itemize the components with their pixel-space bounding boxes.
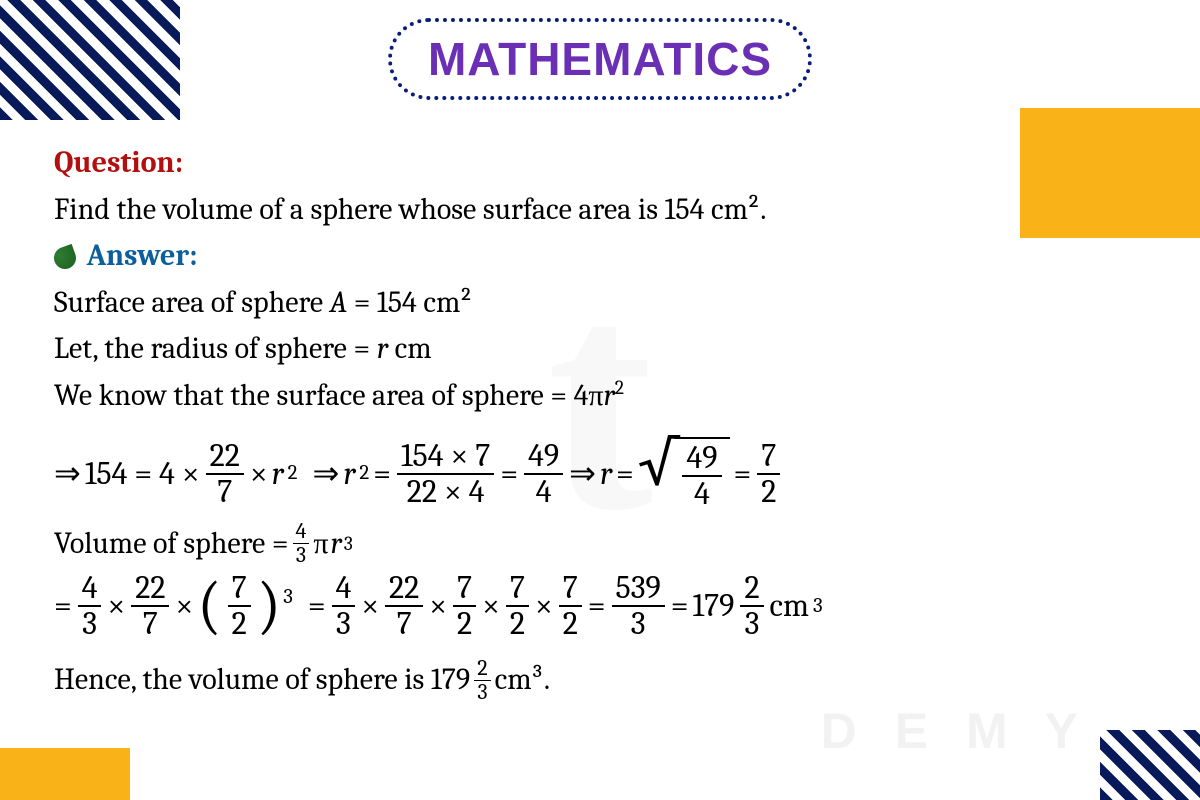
answer-label-row: Answer: — [54, 233, 1140, 280]
question-text: Find the volume of a sphere whose surfac… — [54, 192, 766, 227]
decoration-hatch-br — [1100, 730, 1200, 800]
page-title: MATHEMATICS — [428, 33, 772, 85]
content-area: Question: Find the volume of a sphere wh… — [54, 140, 1140, 704]
volume-formula: Volume of sphere = 43 πr3 — [54, 520, 1140, 567]
decoration-hatch-tl — [0, 0, 180, 120]
equation-volume: = 43 × 227 × ( 72 )3 = 43 × 227 × 72 × 7… — [54, 571, 1140, 640]
equation-radius: ⇒ 154 = 4 × 227 × r2 ⇒ r2 = 154 × 722 × … — [54, 437, 1140, 510]
watermark-academy: D E M Y — [821, 702, 1090, 760]
question-label: Question: — [54, 145, 183, 180]
step-2: Let, the radius of sphere = r cm — [54, 326, 1140, 373]
answer-label: Answer: — [87, 238, 198, 273]
leaf-icon — [51, 244, 79, 272]
step-1: Surface area of sphere A = 154 cm² — [54, 280, 1140, 327]
sqrt-icon: √ 494 — [638, 437, 730, 510]
question-block: Question: Find the volume of a sphere wh… — [54, 140, 1140, 233]
title-pill: MATHEMATICS — [388, 18, 812, 100]
step-3: We know that the surface area of sphere … — [54, 373, 1140, 420]
conclusion: Hence, the volume of sphere is 179 23 cm… — [54, 657, 1140, 704]
decoration-yellow-bl — [0, 748, 130, 800]
